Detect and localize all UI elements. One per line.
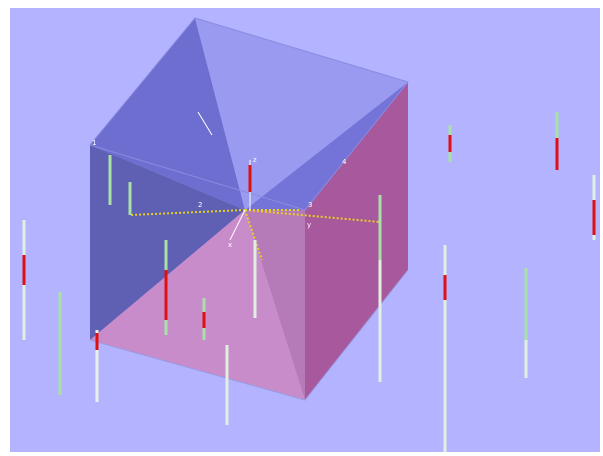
front-pyramid-face xyxy=(90,210,305,400)
axis-label: z xyxy=(253,156,257,164)
axis-x xyxy=(229,209,246,241)
corner-label: 4 xyxy=(342,158,347,166)
top-left-face xyxy=(90,18,245,210)
well-sticks xyxy=(22,112,596,452)
corner-label: 2 xyxy=(198,201,202,209)
axis-label: x xyxy=(228,241,232,249)
side-pyramid-face xyxy=(245,210,305,400)
axis-label: y xyxy=(307,221,311,229)
right-face xyxy=(305,82,408,400)
marker xyxy=(197,111,213,136)
axes xyxy=(129,209,381,261)
edges xyxy=(89,17,409,211)
corner-label: 3 xyxy=(308,201,312,209)
edges xyxy=(89,269,409,401)
corner-label: 1 xyxy=(92,139,96,147)
top-right-face xyxy=(245,82,408,210)
